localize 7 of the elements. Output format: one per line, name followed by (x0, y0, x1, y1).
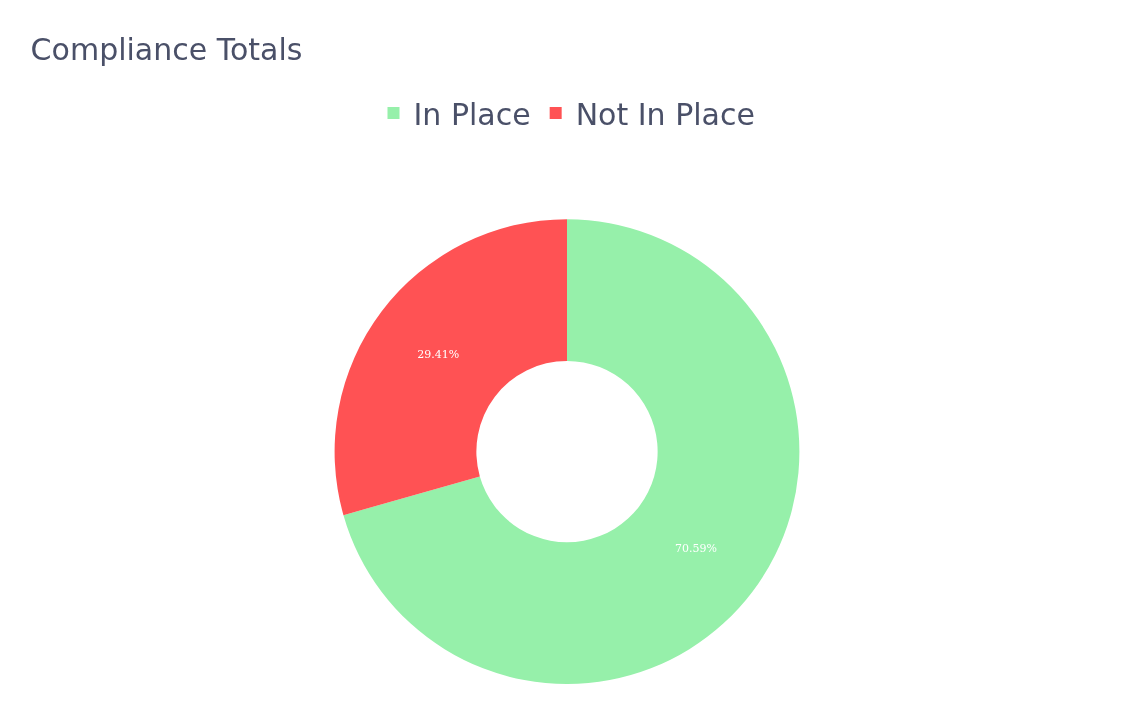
legend-label: Not In Place (575, 96, 755, 132)
data-label: 29.41% (417, 347, 460, 361)
donut-slice (343, 219, 800, 684)
donut-slice (334, 219, 567, 516)
chart-title: Compliance Totals (30, 32, 303, 68)
data-label: 70.59% (674, 542, 717, 556)
legend-label: In Place (413, 96, 531, 132)
